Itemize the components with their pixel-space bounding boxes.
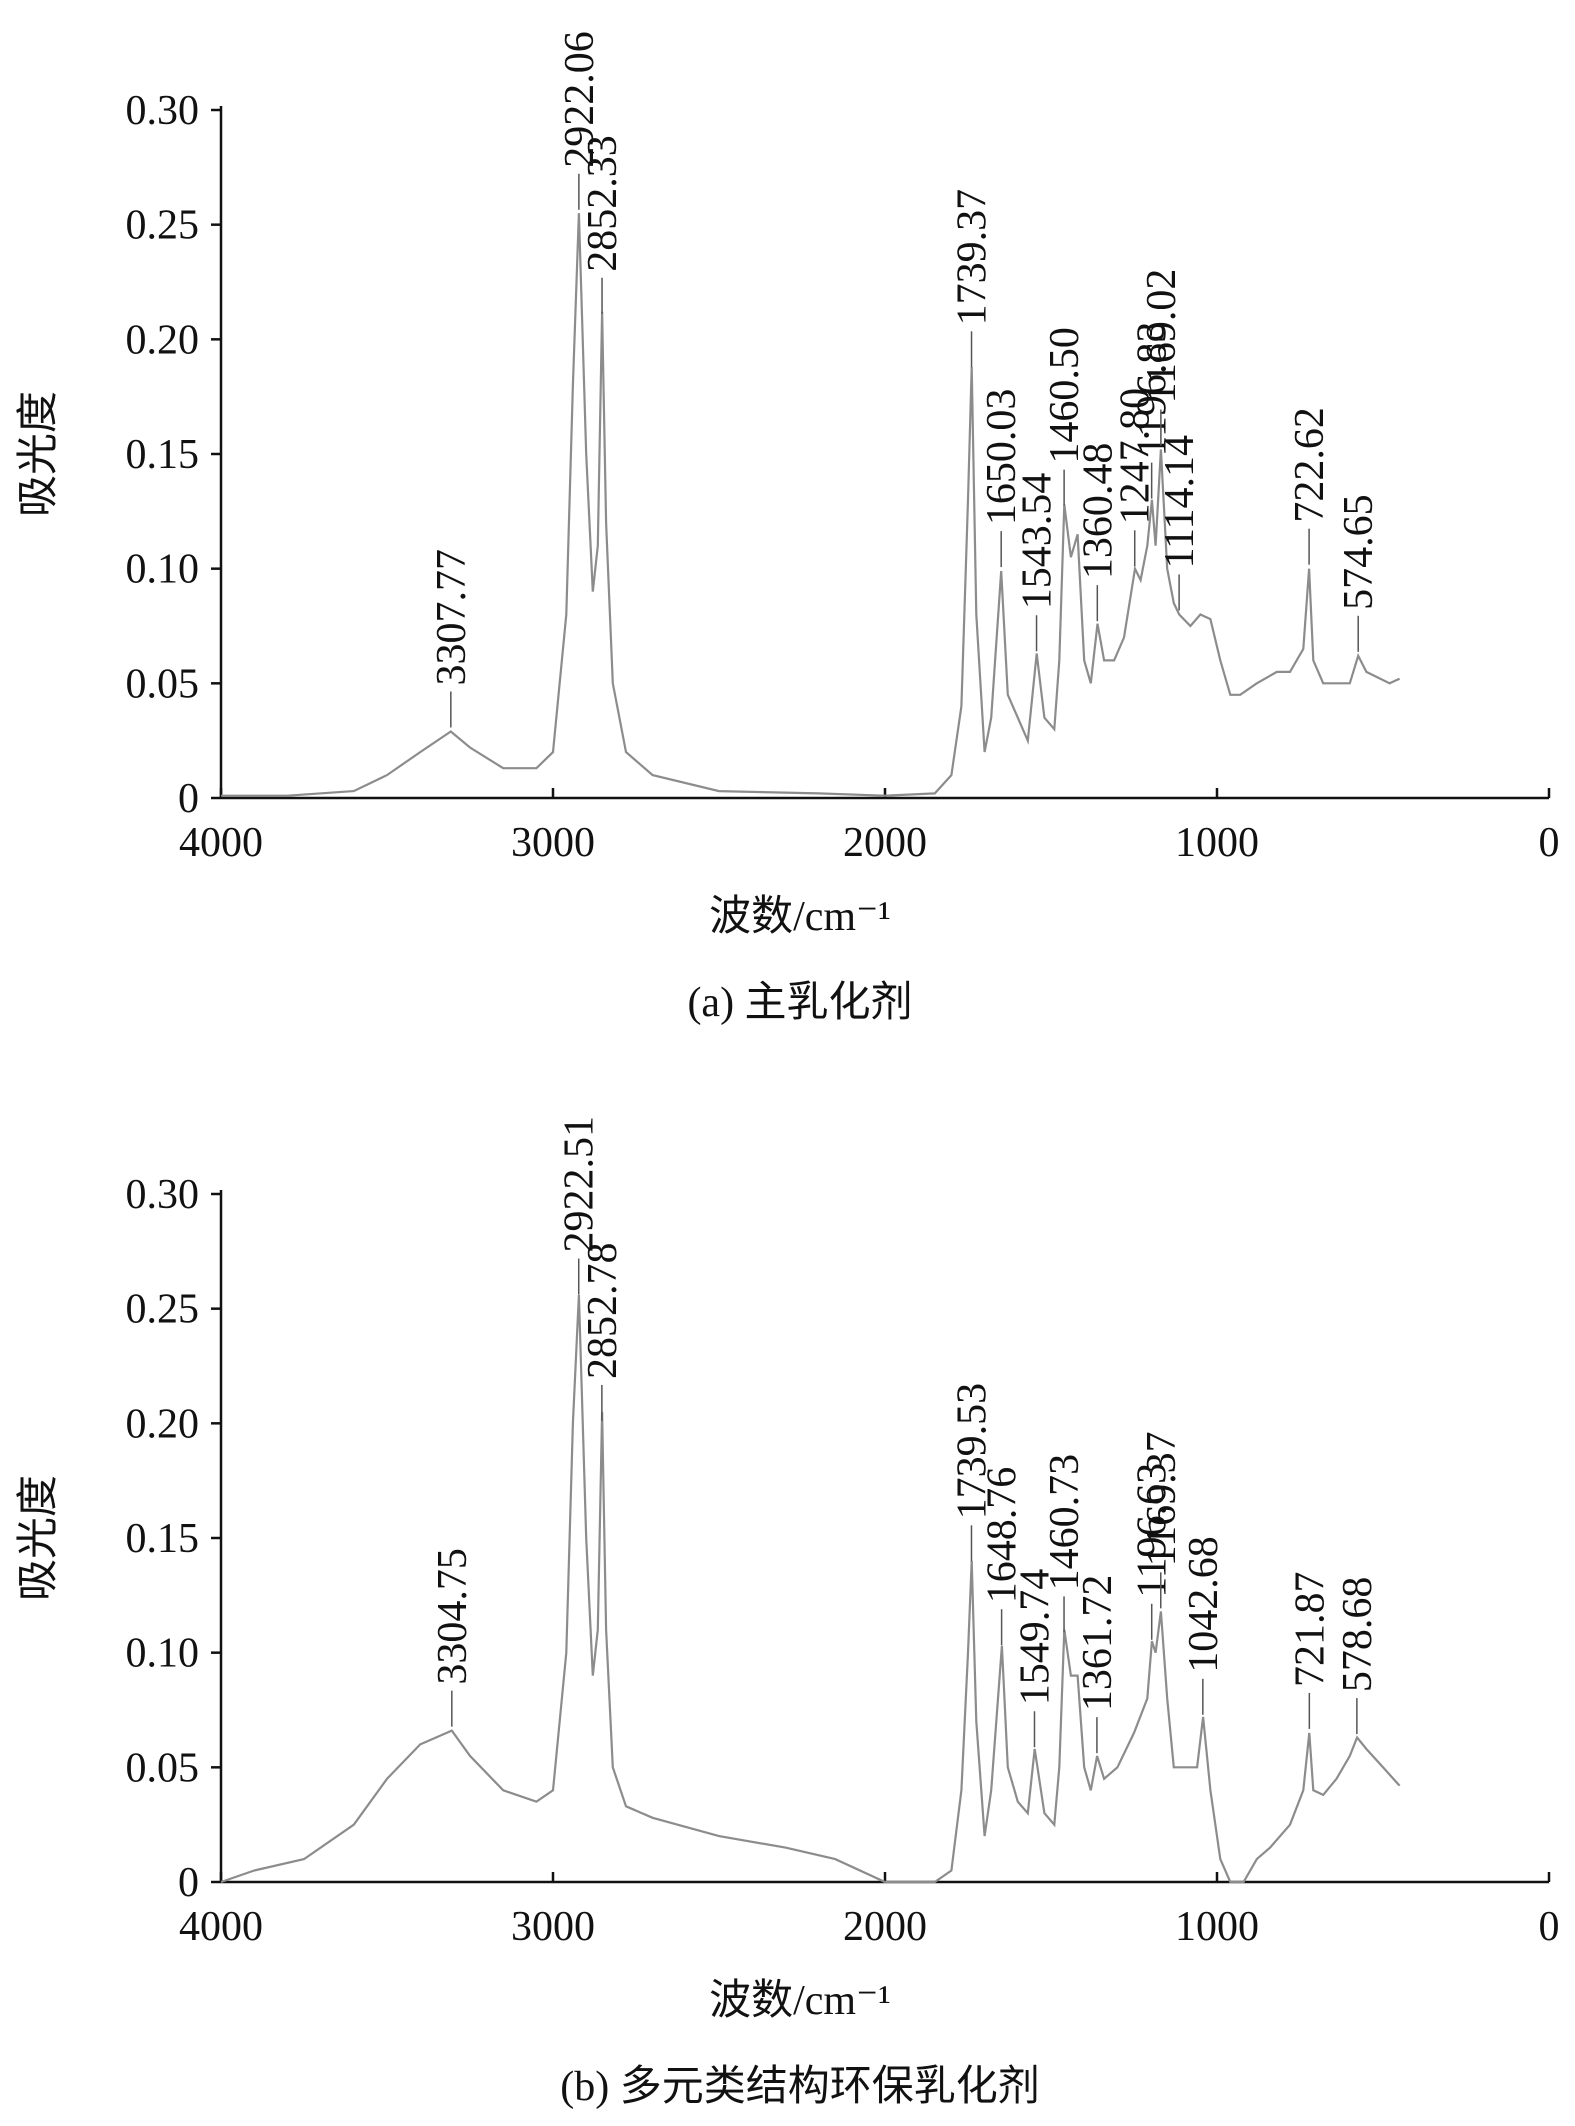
caption: (b) 多元类结构环保乳化剂	[560, 2064, 1039, 2110]
peak-label: 1247.80	[1113, 388, 1159, 525]
x-axis-label: 波数/cm⁻¹	[709, 1978, 891, 2024]
y-tick-label: 0.10	[126, 547, 200, 593]
x-tick-label: 1000	[1175, 1904, 1259, 1950]
peak-label: 721.87	[1287, 1571, 1333, 1687]
x-tick-label: 3000	[511, 1904, 595, 1950]
peak-label: 1460.73	[1042, 1454, 1088, 1591]
y-tick-label: 0.30	[126, 1172, 200, 1218]
y-axis-label: 吸光度	[16, 391, 62, 517]
caption: (a) 主乳化剂	[687, 980, 912, 1026]
peak-label: 722.62	[1287, 407, 1333, 523]
peak-label: 1739.53	[949, 1383, 995, 1520]
peak-label: 578.68	[1335, 1577, 1381, 1693]
peak-label: 1042.68	[1181, 1536, 1227, 1673]
y-tick-label: 0.20	[126, 317, 200, 363]
peak-label: 1543.54	[1015, 473, 1061, 610]
x-tick-label: 0	[1539, 820, 1560, 866]
peak-label: 1739.37	[950, 189, 996, 326]
x-tick-label: 1000	[1175, 820, 1259, 866]
peak-label: 1114.14	[1157, 435, 1203, 568]
peak-label: 1196.83	[1130, 322, 1176, 457]
y-tick-label: 0.25	[126, 1287, 200, 1333]
peak-label: 1361.72	[1075, 1575, 1121, 1712]
peak-label: 3307.77	[429, 549, 475, 686]
spectrum-line	[220, 1294, 1401, 1884]
peak-label: 1648.76	[980, 1467, 1026, 1604]
peak-label: 1360.48	[1075, 443, 1121, 580]
peak-label: 1169.02	[1139, 269, 1185, 404]
peak-label: 3304.75	[430, 1548, 476, 1685]
y-tick-label: 0.30	[126, 88, 200, 134]
y-tick-label: 0	[178, 1860, 199, 1906]
y-tick-label: 0.10	[126, 1631, 200, 1677]
y-tick-label: 0.20	[126, 1401, 200, 1447]
y-tick-label: 0.05	[126, 1745, 200, 1791]
peak-label: 1549.74	[1012, 1569, 1058, 1706]
x-axis-label: 波数/cm⁻¹	[709, 894, 891, 940]
x-tick-label: 3000	[511, 820, 595, 866]
peak-label: 1169.37	[1139, 1431, 1185, 1566]
x-tick-label: 2000	[843, 820, 927, 866]
x-tick-label: 2000	[843, 1904, 927, 1950]
peak-label: 1460.50	[1042, 327, 1088, 464]
y-tick-label: 0.05	[126, 661, 200, 707]
y-axis-label: 吸光度	[16, 1475, 62, 1601]
x-tick-label: 4000	[179, 820, 263, 866]
peak-label: 1650.03	[979, 389, 1025, 526]
peak-label: 2852.33	[580, 135, 626, 272]
peak-label: 574.65	[1336, 494, 1382, 610]
y-tick-label: 0.15	[126, 1516, 200, 1562]
peak-label: 2922.06	[557, 31, 603, 168]
spectrum-line	[221, 213, 1401, 797]
x-tick-label: 4000	[179, 1904, 263, 1950]
y-tick-label: 0.25	[126, 203, 200, 249]
y-tick-label: 0.15	[126, 432, 200, 478]
peak-label: 1196.63	[1130, 1463, 1176, 1598]
peak-label: 2922.51	[557, 1116, 603, 1253]
y-tick-label: 0	[178, 776, 199, 822]
x-tick-label: 0	[1539, 1904, 1560, 1950]
peak-label: 2852.78	[580, 1242, 626, 1379]
